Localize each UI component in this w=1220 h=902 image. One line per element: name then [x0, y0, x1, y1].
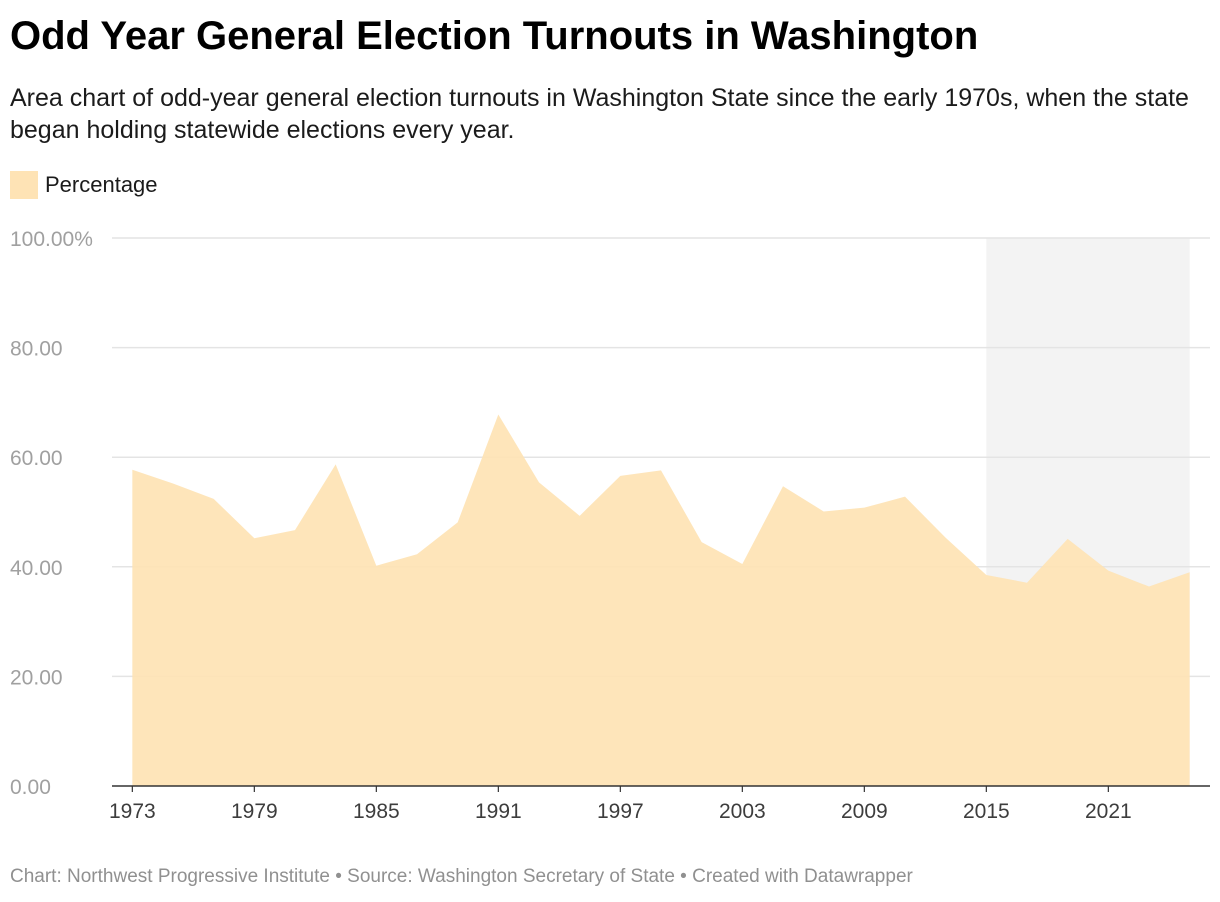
data-point-2023 [1147, 585, 1151, 589]
data-point-2015 [984, 573, 988, 577]
data-point-2009 [862, 506, 866, 510]
x-tick-label-2003: 2003 [719, 800, 766, 823]
data-point-1985 [374, 564, 378, 568]
data-point-1983 [334, 462, 338, 466]
data-point-2007 [822, 509, 826, 513]
data-point-2011 [903, 495, 907, 499]
chart-footer: Chart: Northwest Progressive Institute •… [10, 866, 913, 887]
legend: Percentage [10, 170, 158, 200]
data-point-1987 [415, 552, 419, 556]
x-tick-label-2021: 2021 [1085, 800, 1132, 823]
legend-label-percentage: Percentage [45, 172, 158, 197]
data-point-1995 [578, 514, 582, 518]
x-tick-label-1985: 1985 [353, 800, 400, 823]
data-point-1979 [252, 536, 256, 540]
data-point-2019 [1066, 537, 1070, 541]
chart-subtitle: Area chart of odd-year general election … [10, 84, 1189, 144]
x-tick-label-2009: 2009 [841, 800, 888, 823]
data-point-1977 [212, 497, 216, 501]
x-tick-label-1991: 1991 [475, 800, 522, 823]
data-point-2003 [740, 562, 744, 566]
data-point-2017 [1025, 581, 1029, 585]
data-point-1991 [496, 412, 500, 416]
data-point-2005 [781, 484, 785, 488]
x-tick-label-1997: 1997 [597, 800, 644, 823]
legend-swatch-percentage [10, 171, 38, 199]
data-point-2021 [1106, 569, 1110, 573]
area-series-percentage [132, 414, 1190, 786]
x-tick-label-1973: 1973 [109, 800, 156, 823]
data-point-1973 [130, 468, 134, 472]
data-point-1993 [537, 480, 541, 484]
data-point-1989 [456, 520, 460, 524]
x-tick-label-1979: 1979 [231, 800, 278, 823]
data-point-1975 [171, 482, 175, 486]
chart-title: Odd Year General Election Turnouts in Wa… [10, 14, 979, 58]
y-tick-label-2: 40.00 [10, 557, 63, 580]
y-tick-label-3: 60.00 [10, 447, 63, 470]
data-point-2001 [700, 540, 704, 544]
y-tick-label-0: 0.00 [10, 776, 51, 799]
y-tick-label-1: 20.00 [10, 666, 63, 689]
data-point-1999 [659, 468, 663, 472]
data-point-1981 [293, 528, 297, 532]
y-tick-label-4: 80.00 [10, 338, 63, 361]
data-point-2025 [1188, 570, 1192, 574]
data-point-1997 [618, 474, 622, 478]
x-tick-label-2015: 2015 [963, 800, 1010, 823]
data-point-2013 [944, 536, 948, 540]
y-tick-label-5: 100.00% [10, 228, 93, 251]
